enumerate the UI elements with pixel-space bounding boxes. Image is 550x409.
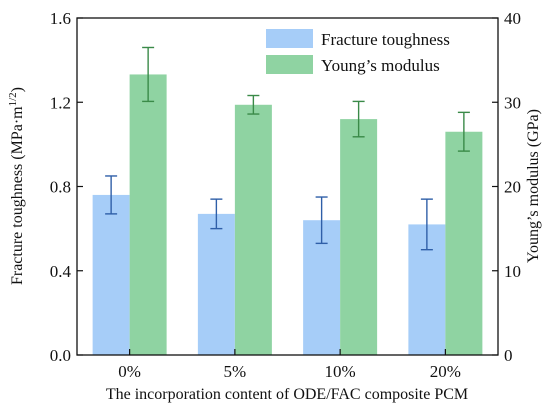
x-tick-label-5: 5% (224, 362, 247, 381)
y-right-tick-label: 20 (504, 178, 521, 197)
y-axis-left-title-end: ) (9, 87, 26, 92)
error-bar-young-s-modulus-10 (352, 100, 365, 138)
legend-swatch-fracture-toughness (266, 29, 313, 48)
y-right-tick-label: 40 (504, 9, 521, 28)
y-axis-left-title: Fracture toughness (MPa·m1/2) (7, 87, 26, 285)
bar-young-s-modulus-5 (234, 104, 272, 355)
bars-layer (92, 46, 483, 355)
x-tick-label-0: 0% (118, 362, 141, 381)
y-right-tick-label: 30 (504, 93, 521, 112)
x-tick-label-10: 10% (325, 362, 356, 381)
y-left-tick-label: 0.8 (50, 178, 71, 197)
bar-fracture-toughness-5 (197, 213, 235, 355)
error-bar-young-s-modulus-20 (457, 111, 470, 152)
error-bar-young-s-modulus-0 (142, 46, 155, 103)
y-axis-right-title: Young’s modulus (GPa) (525, 109, 542, 263)
bar-young-s-modulus-20 (445, 131, 483, 355)
error-bar-fracture-toughness-10 (315, 196, 328, 245)
legend-swatch-youngs-modulus (266, 55, 313, 74)
y-right-tick-label: 0 (504, 346, 513, 365)
bar-fracture-toughness-0 (92, 194, 130, 355)
error-bar-fracture-toughness-0 (105, 175, 118, 215)
y-left-tick-label: 1.2 (50, 93, 71, 112)
y-left-tick-label: 1.6 (50, 9, 71, 28)
y-left-tick-label: 0.0 (50, 346, 71, 365)
bar-young-s-modulus-10 (340, 119, 378, 355)
bar-young-s-modulus-0 (129, 74, 167, 355)
error-bar-fracture-toughness-20 (420, 198, 433, 251)
error-bar-young-s-modulus-5 (247, 94, 260, 115)
legend-label-fracture-toughness: Fracture toughness (321, 30, 450, 49)
y-right-tick-label: 10 (504, 262, 521, 281)
axes-layer: 0.0 0.4 0.8 1.2 1.6 0 10 20 30 40 0% 5% 10% 20% (50, 9, 521, 381)
error-bar-fracture-toughness-5 (210, 198, 223, 230)
x-axis-title: The incorporation content of ODE/FAC com… (106, 386, 468, 403)
legend: Fracture toughness Young’s modulus (266, 29, 450, 75)
legend-label-youngs-modulus: Young’s modulus (321, 56, 440, 75)
y-left-tick-label: 0.4 (50, 262, 72, 281)
y-axis-left-title-sup: 1/2 (7, 92, 19, 106)
y-axis-left-title-main: Fracture toughness (MPa·m (9, 106, 26, 285)
x-tick-label-20: 20% (430, 362, 461, 381)
